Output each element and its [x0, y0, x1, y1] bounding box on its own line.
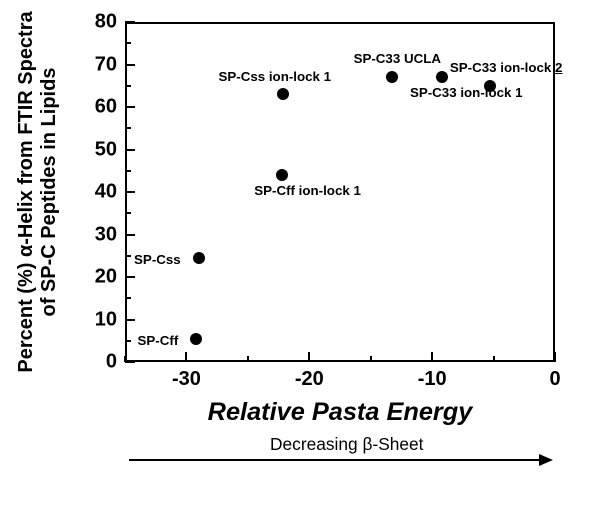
data-point — [436, 71, 448, 83]
y-tick — [125, 361, 135, 363]
data-point — [190, 333, 202, 345]
y-tick — [125, 234, 135, 236]
y-tick-label: 40 — [95, 181, 117, 204]
data-point — [193, 252, 205, 264]
y-tick — [125, 64, 135, 66]
y-tick-label: 0 — [106, 351, 117, 374]
y-tick — [125, 191, 135, 193]
data-point — [386, 71, 398, 83]
data-point — [484, 80, 496, 92]
data-point — [277, 88, 289, 100]
y-tick-label: 10 — [95, 308, 117, 331]
data-point-label: SP-C33 UCLA — [354, 51, 441, 66]
y-tick-label: 70 — [95, 53, 117, 76]
y-minor-tick — [125, 297, 131, 299]
y-minor-tick — [125, 42, 131, 44]
y-minor-tick — [125, 255, 131, 257]
y-minor-tick — [125, 212, 131, 214]
x-tick-label: 0 — [549, 368, 560, 391]
y-tick-label: 50 — [95, 138, 117, 161]
data-point-label: SP-Css — [134, 252, 181, 267]
data-point-label: SP-Cff — [138, 333, 179, 348]
y-minor-tick — [125, 340, 131, 342]
x-minor-tick — [247, 356, 249, 362]
y-tick — [125, 106, 135, 108]
y-tick — [125, 319, 135, 321]
x-minor-tick — [493, 356, 495, 362]
x-tick — [554, 352, 556, 362]
data-point — [276, 169, 288, 181]
scatter-chart: Percent (%) α-Helix from FTIR Spectra of… — [0, 0, 600, 511]
data-point-label: SP-Css ion-lock 1 — [218, 69, 331, 84]
y-tick-label: 20 — [95, 266, 117, 289]
x-tick-label: -10 — [418, 368, 447, 391]
y-tick — [125, 149, 135, 151]
x-tick — [308, 352, 310, 362]
y-tick — [125, 276, 135, 278]
y-minor-tick — [125, 85, 131, 87]
data-point-label: SP-C33 ion-lock 2 — [450, 60, 563, 75]
y-tick-label: 80 — [95, 11, 117, 34]
x-tick — [431, 352, 433, 362]
y-tick-label: 30 — [95, 223, 117, 246]
x-minor-tick — [370, 356, 372, 362]
y-tick-label: 60 — [95, 96, 117, 119]
data-point-label: SP-C33 ion-lock 1 — [410, 85, 523, 100]
y-tick — [125, 21, 135, 23]
x-tick-label: -30 — [172, 368, 201, 391]
y-minor-tick — [125, 170, 131, 172]
data-point-label: SP-Cff ion-lock 1 — [254, 183, 361, 198]
x-tick-label: -20 — [295, 368, 324, 391]
x-tick — [185, 352, 187, 362]
y-minor-tick — [125, 127, 131, 129]
